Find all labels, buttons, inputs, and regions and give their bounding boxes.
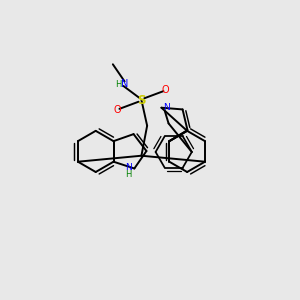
Text: N: N	[125, 164, 131, 172]
Text: N: N	[163, 103, 170, 112]
Text: H: H	[125, 170, 131, 179]
Text: H: H	[116, 80, 122, 88]
Text: O: O	[113, 105, 121, 115]
Text: N: N	[121, 79, 128, 89]
Text: S: S	[137, 94, 146, 106]
Text: O: O	[162, 85, 169, 95]
